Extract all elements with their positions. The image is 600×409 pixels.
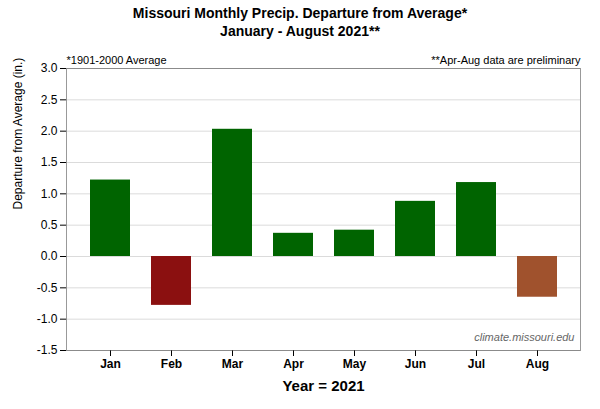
svg-text:*1901-2000 Average: *1901-2000 Average: [67, 54, 167, 66]
svg-text:Feb: Feb: [161, 357, 182, 371]
svg-text:1.0: 1.0: [41, 187, 58, 201]
html-text:Missouri Monthly Precip. Depar: Missouri Monthly Precip. Departure from …: [132, 5, 468, 21]
svg-text:-1.0: -1.0: [37, 312, 58, 326]
svg-text:Aug: Aug: [526, 357, 549, 371]
svg-text:Apr: Apr: [283, 357, 304, 371]
svg-text:3.0: 3.0: [41, 61, 58, 75]
svg-text:0.5: 0.5: [41, 218, 58, 232]
svg-text:Jan: Jan: [100, 357, 121, 371]
svg-text:Jul: Jul: [468, 357, 485, 371]
svg-text:-0.5: -0.5: [37, 281, 58, 295]
svg-text:**Apr-Aug data are preliminary: **Apr-Aug data are preliminary: [431, 54, 581, 66]
svg-text:Mar: Mar: [222, 357, 244, 371]
svg-text:May: May: [343, 357, 367, 371]
html-text:January - August 2021**: January - August 2021**: [220, 23, 380, 39]
svg-text:0.0: 0.0: [41, 249, 58, 263]
svg-text:Year = 2021: Year = 2021: [282, 377, 364, 394]
svg-text:Jun: Jun: [405, 357, 426, 371]
svg-text:climate.missouri.edu: climate.missouri.edu: [474, 331, 574, 343]
svg-text:2.5: 2.5: [41, 93, 58, 107]
svg-text:-1.5: -1.5: [37, 343, 58, 357]
svg-text:1.5: 1.5: [41, 155, 58, 169]
svg-text:Departure from Average (in.): Departure from Average (in.): [11, 58, 25, 210]
svg-text:2.0: 2.0: [41, 124, 58, 138]
